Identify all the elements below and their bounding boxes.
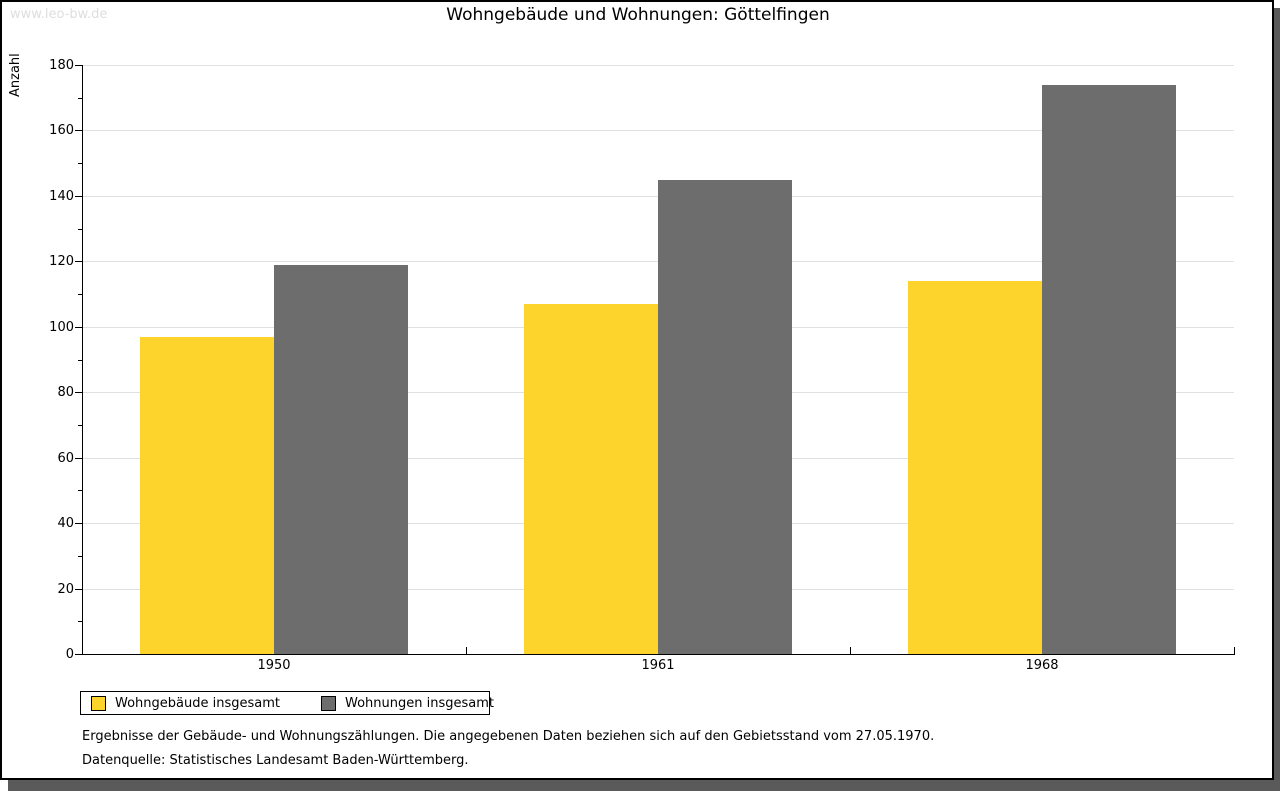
frame-shadow-right bbox=[1274, 8, 1280, 780]
y-tick-label-60: 60 bbox=[57, 450, 74, 466]
legend-swatch-wohngebaeude bbox=[91, 695, 106, 711]
y-minor-tick-70 bbox=[78, 424, 82, 426]
y-tick-120 bbox=[75, 261, 82, 263]
y-tick-label-120: 120 bbox=[49, 254, 74, 270]
y-minor-tick-130 bbox=[78, 228, 82, 230]
y-minor-tick-10 bbox=[78, 621, 82, 623]
bar-wohngebaeude-1950 bbox=[140, 336, 274, 654]
y-tick-label-40: 40 bbox=[57, 516, 74, 532]
x-tick-label-1950: 1950 bbox=[257, 658, 291, 673]
y-tick-180 bbox=[75, 65, 82, 66]
y-minor-tick-110 bbox=[78, 294, 82, 296]
legend-label-wohngebaeude: Wohngebäude insgesamt bbox=[115, 695, 280, 711]
gridline-y180 bbox=[82, 65, 1234, 66]
y-tick-20 bbox=[75, 588, 82, 590]
legend: Wohngebäude insgesamt Wohnungen insgesam… bbox=[80, 691, 494, 715]
x-tick-1 bbox=[466, 647, 467, 654]
y-minor-tick-150 bbox=[78, 163, 82, 165]
y-tick-100 bbox=[75, 326, 82, 328]
y-minor-tick-50 bbox=[78, 490, 82, 492]
y-tick-40 bbox=[75, 523, 82, 525]
y-tick-label-140: 140 bbox=[49, 188, 74, 204]
frame-shadow-bottom bbox=[8, 780, 1280, 791]
footnote-line-2: Datenquelle: Statistisches Landesamt Bad… bbox=[82, 753, 469, 768]
legend-label-wohnungen: Wohnungen insgesamt bbox=[345, 695, 494, 711]
plot-area: 0 20 40 60 80 100 120 140 160 180 1950 1961 1968 bbox=[2, 2, 1274, 780]
x-tick-2 bbox=[850, 647, 851, 654]
y-tick-140 bbox=[75, 195, 82, 197]
y-tick-0 bbox=[75, 654, 82, 655]
y-tick-label-20: 20 bbox=[57, 581, 74, 597]
x-tick-label-1961: 1961 bbox=[641, 658, 675, 673]
x-tick-label-1968: 1968 bbox=[1025, 658, 1059, 673]
bar-wohnungen-1950 bbox=[274, 264, 408, 654]
y-tick-160 bbox=[75, 130, 82, 132]
y-tick-label-180: 180 bbox=[49, 58, 74, 73]
y-tick-label-160: 160 bbox=[49, 123, 74, 139]
y-tick-80 bbox=[75, 392, 82, 394]
y-minor-tick-30 bbox=[78, 555, 82, 557]
gridline-y160 bbox=[82, 130, 1234, 132]
y-tick-label-80: 80 bbox=[57, 385, 74, 401]
x-tick-3 bbox=[1234, 647, 1235, 654]
y-tick-label-100: 100 bbox=[49, 319, 74, 335]
watermark: www.leo-bw.de bbox=[10, 7, 108, 22]
legend-swatch-wohnungen bbox=[321, 695, 336, 711]
x-axis-line bbox=[82, 654, 1235, 655]
y-tick-label-0: 0 bbox=[65, 647, 74, 662]
bar-wohngebaeude-1968 bbox=[908, 280, 1042, 654]
bar-wohnungen-1961 bbox=[658, 179, 792, 654]
y-tick-60 bbox=[75, 457, 82, 459]
footnote-line-1: Ergebnisse der Gebäude- und Wohnungszähl… bbox=[82, 729, 935, 744]
bar-wohngebaeude-1961 bbox=[524, 303, 658, 654]
y-minor-tick-170 bbox=[78, 97, 82, 99]
y-axis-line bbox=[82, 65, 83, 655]
bar-wohnungen-1968 bbox=[1042, 84, 1176, 654]
y-minor-tick-90 bbox=[78, 359, 82, 361]
chart-title: Wohngebäude und Wohnungen: Göttelfingen bbox=[446, 5, 830, 25]
